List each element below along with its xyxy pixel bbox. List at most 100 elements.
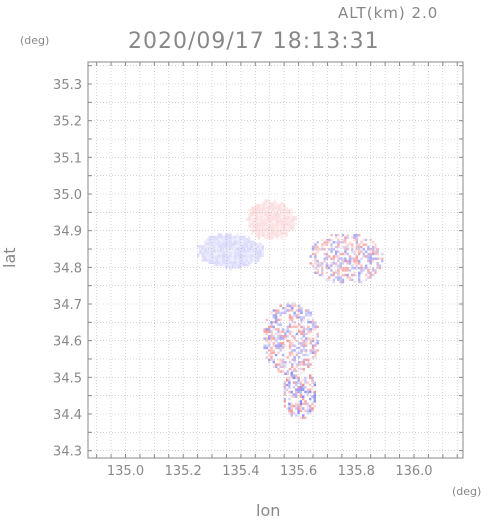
echo-cell [266, 201, 270, 205]
echo-cell [287, 227, 290, 230]
echo-cell [229, 235, 232, 239]
echo-cell [234, 256, 237, 260]
echo-cell [227, 247, 230, 250]
echo-cell [236, 259, 239, 262]
echo-cell [240, 256, 244, 260]
echo-cell [344, 241, 347, 244]
echo-cell [259, 215, 263, 219]
echo-cell [254, 256, 258, 260]
echo-cell [311, 337, 315, 340]
echo-cell [353, 271, 356, 274]
echo-cell [276, 225, 279, 228]
echo-cell [351, 278, 354, 281]
echo-cell [381, 252, 384, 256]
echo-cell [245, 259, 248, 262]
echo-cell [269, 232, 272, 235]
echo-cell [304, 351, 308, 354]
echo-cell [279, 304, 282, 307]
echo-cell [277, 323, 280, 326]
echo-cell [307, 337, 310, 340]
echo-cell [276, 232, 279, 235]
echo-cell [240, 245, 244, 248]
echo-cell [316, 325, 319, 329]
echo-cell [262, 225, 265, 228]
echo-cell [284, 332, 287, 336]
echo-cell [290, 402, 293, 405]
echo-cell [355, 234, 359, 237]
echo-cell [236, 245, 239, 248]
echo-cell [248, 215, 251, 219]
echo-cell [271, 215, 274, 219]
echo-cell [268, 360, 271, 364]
echo-cell [283, 206, 286, 209]
echo-cell [297, 411, 300, 415]
y-tick-label: 34.5 [53, 371, 82, 386]
echo-cell [291, 302, 294, 305]
echo-cell [266, 204, 270, 207]
echo-cell [299, 409, 303, 412]
echo-cell [278, 232, 281, 235]
echo-cell [367, 252, 370, 256]
echo-cell [266, 234, 270, 237]
echo-cell [250, 220, 254, 223]
echo-cell [264, 211, 267, 214]
echo-cell [287, 225, 290, 228]
echo-cell [302, 397, 305, 401]
echo-cell [337, 266, 340, 270]
echo-cell [238, 249, 241, 253]
echo-cell [300, 306, 303, 310]
echo-cell [287, 222, 290, 226]
echo-cell [215, 259, 218, 262]
echo-cell [341, 269, 345, 272]
echo-cell [213, 261, 216, 264]
echo-cell [299, 383, 303, 387]
echo-cell [295, 332, 299, 336]
echo-cell [271, 232, 274, 235]
echo-cell [313, 393, 316, 396]
echo-cell [257, 225, 260, 228]
echo-cell [259, 234, 263, 237]
echo-cell [293, 311, 296, 314]
echo-cell [250, 229, 254, 233]
echo-cell [328, 278, 331, 281]
echo-cell [278, 206, 281, 209]
echo-cell [311, 325, 315, 329]
echo-cell [222, 235, 225, 239]
y-tick-label: 34.3 [53, 445, 82, 460]
echo-cell [236, 238, 239, 241]
echo-cell [367, 271, 370, 274]
echo-cell [270, 323, 273, 326]
echo-cell [285, 206, 288, 209]
echo-cell [311, 346, 315, 350]
echo-cell [280, 211, 284, 214]
echo-cell [302, 363, 305, 366]
echo-cell [280, 227, 284, 230]
echo-cell [252, 242, 255, 246]
echo-cell [229, 240, 232, 243]
echo-cell [364, 266, 368, 270]
echo-cell [255, 234, 258, 237]
echo-cell [369, 238, 372, 242]
echo-cell [259, 254, 262, 257]
echo-cell [287, 218, 290, 221]
echo-cell [210, 242, 214, 246]
echo-cell [378, 257, 382, 260]
echo-cell [367, 257, 370, 260]
echo-cell [316, 259, 319, 263]
echo-cell [341, 262, 345, 265]
echo-cell [314, 257, 317, 260]
echo-cell [314, 337, 317, 340]
echo-cell [264, 237, 267, 240]
echo-cell [330, 273, 333, 277]
echo-cell [325, 271, 329, 274]
echo-cell [304, 358, 308, 361]
echo-cell [298, 309, 301, 312]
echo-cell [265, 318, 269, 322]
echo-cell [272, 342, 275, 345]
echo-cell [281, 311, 285, 314]
echo-cell [360, 245, 363, 249]
x-tick-label: 135.2 [165, 464, 202, 479]
echo-cell [206, 242, 209, 246]
echo-cell [290, 393, 293, 396]
echo-cell [348, 259, 352, 263]
